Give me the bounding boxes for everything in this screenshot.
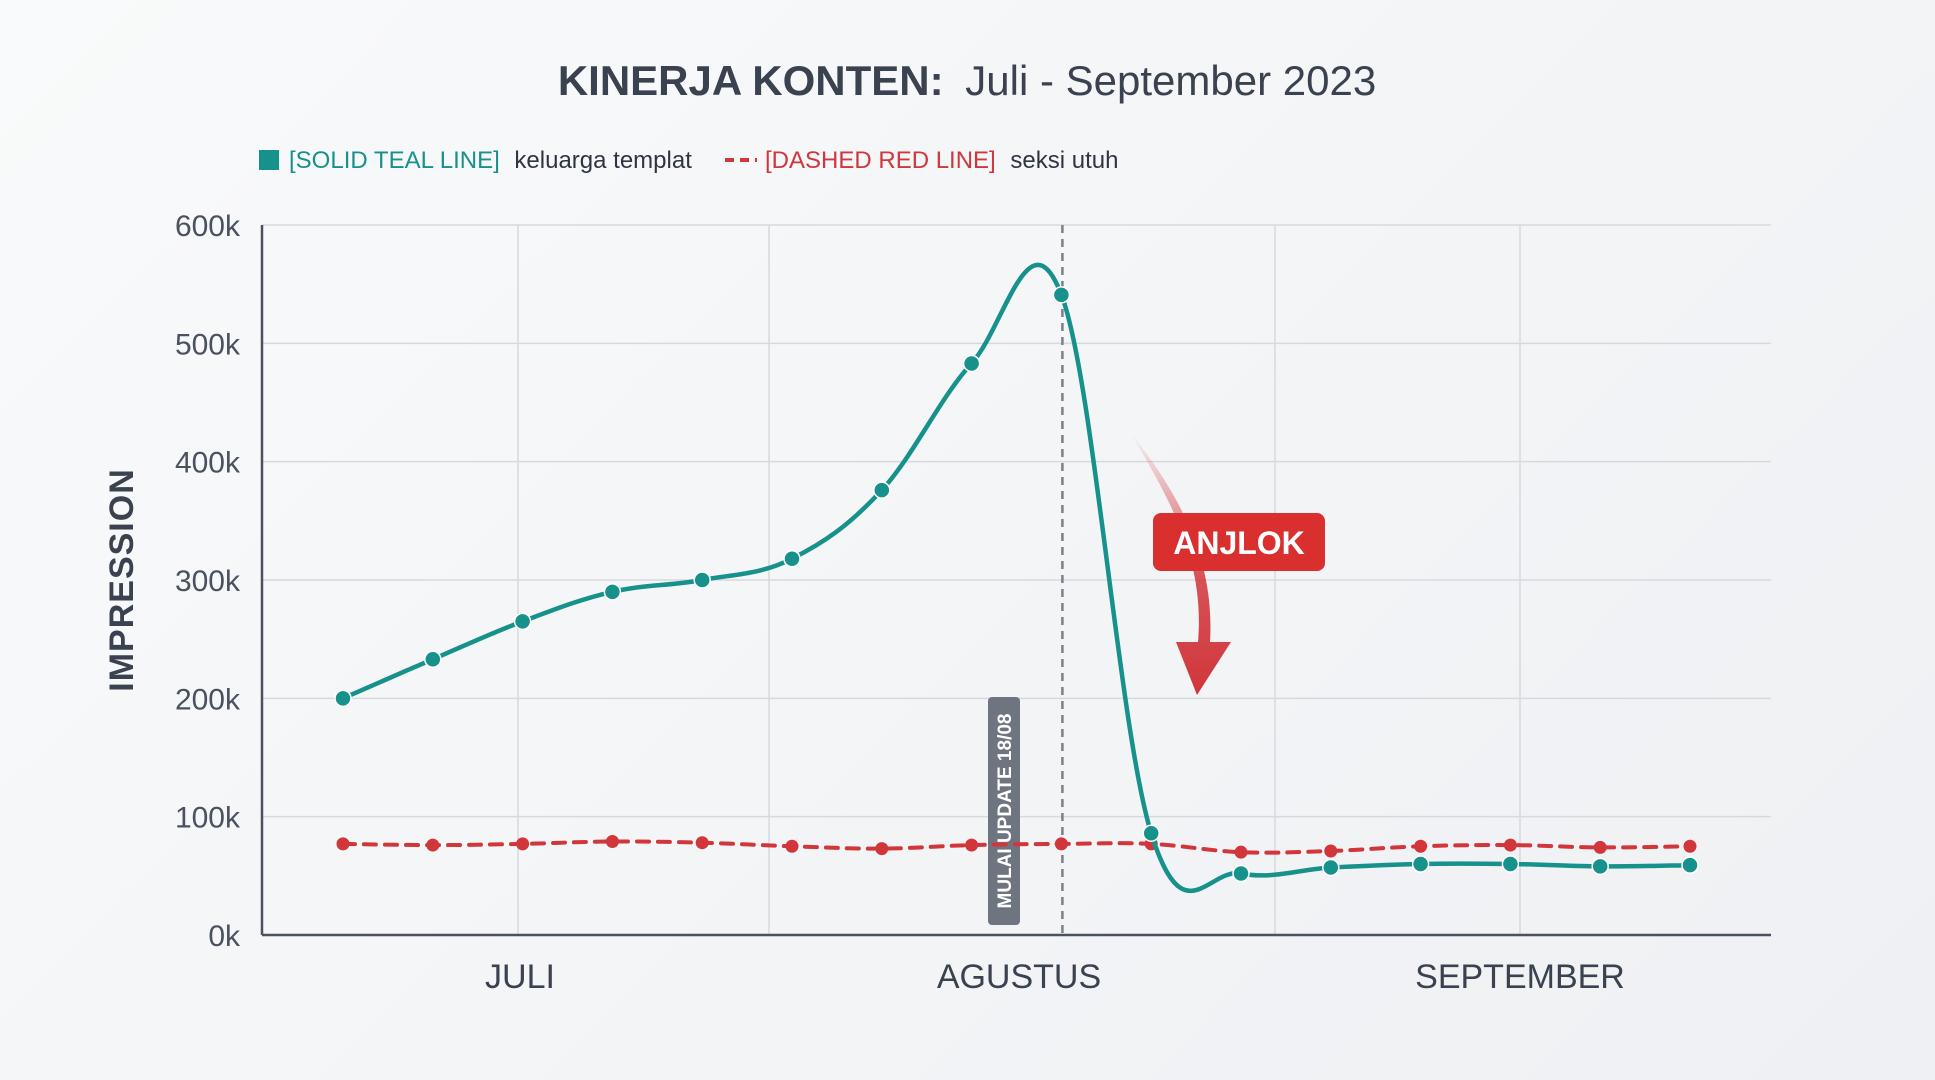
data-point-red: [516, 837, 530, 851]
chart-title: KINERJA KONTEN: Juli - September 2023: [558, 57, 1376, 104]
data-point-red: [1414, 839, 1428, 853]
data-point-red: [875, 842, 889, 856]
data-point-red: [1054, 837, 1068, 851]
chart-title-bold: KINERJA KONTEN:: [558, 57, 944, 104]
y-tick-label: 200k: [175, 683, 241, 716]
legend-tag-teal: [SOLID TEAL LINE]: [289, 147, 500, 174]
legend-entry-teal: [SOLID TEAL LINE] keluarga templat: [289, 147, 692, 174]
data-point-teal: [693, 571, 711, 589]
series-layer: [334, 262, 1699, 893]
data-point-red: [1593, 840, 1607, 854]
data-point-teal: [1411, 855, 1430, 873]
legend: [SOLID TEAL LINE] keluarga templat [DASH…: [259, 147, 1118, 174]
data-point-teal: [873, 481, 891, 499]
x-tick-label: SEPTEMBER: [1415, 958, 1625, 996]
drop-badge: [1153, 513, 1325, 571]
legend-name-teal: keluarga templat: [514, 147, 692, 174]
data-point-red: [1503, 838, 1517, 852]
legend-name-red: seksi utuh: [1010, 147, 1118, 174]
axes: [260, 225, 1771, 937]
series-red: [336, 835, 1697, 859]
data-point-teal: [1501, 855, 1520, 873]
y-tick-label: 500k: [175, 328, 241, 361]
data-point-teal: [1681, 856, 1699, 874]
data-point-teal: [1052, 286, 1071, 304]
data-point-teal: [1322, 858, 1340, 877]
legend-tag-red: [DASHED RED LINE]: [765, 147, 996, 174]
data-point-red: [695, 836, 709, 850]
data-point-red: [1234, 845, 1248, 859]
data-point-red: [605, 835, 619, 849]
x-tick-labels: JULI AGUSTUS SEPTEMBER: [485, 958, 1625, 996]
update-label-box: [988, 697, 1020, 925]
data-point-teal: [962, 354, 981, 373]
data-point-red: [965, 838, 979, 852]
drop-arrow-icon: [1130, 432, 1231, 695]
series-line-red: [341, 839, 1692, 855]
data-point-red: [426, 838, 440, 852]
series-teal: [334, 262, 1699, 893]
data-point-red: [1324, 844, 1338, 858]
data-point-teal: [603, 583, 622, 601]
y-tick-labels: 0k 100k 200k 300k 400k 500k 600k: [175, 210, 241, 953]
y-tick-label: 400k: [175, 447, 241, 480]
data-point-teal: [513, 612, 532, 631]
data-point-red: [785, 839, 799, 853]
update-marker: MULAI UPDATE 18/08: [988, 225, 1064, 935]
data-point-teal: [1591, 857, 1609, 876]
data-point-teal: [424, 650, 442, 669]
y-tick-label: 300k: [175, 565, 241, 598]
data-point-teal: [334, 689, 352, 708]
data-point-teal: [1142, 824, 1160, 842]
data-point-red: [336, 837, 350, 851]
y-tick-label: 0k: [208, 920, 241, 953]
x-tick-label: AGUSTUS: [937, 958, 1101, 996]
y-axis-label: IMPRESSION: [103, 468, 141, 691]
x-tick-label: JULI: [485, 958, 555, 996]
data-point-teal: [1232, 864, 1250, 883]
y-tick-label: 600k: [175, 210, 241, 243]
data-point-teal: [783, 549, 801, 568]
drop-annotation: ANJLOK: [1130, 432, 1325, 695]
update-label: MULAI UPDATE 18/08: [995, 714, 1016, 909]
drop-label: ANJLOK: [1173, 525, 1305, 561]
y-tick-label: 100k: [175, 802, 241, 835]
chart-title-rest: Juli - September 2023: [965, 57, 1376, 104]
legend-entry-red: [DASHED RED LINE] seksi utuh: [765, 147, 1118, 174]
data-point-red: [1683, 839, 1697, 853]
legend-swatch-teal: [259, 150, 279, 170]
